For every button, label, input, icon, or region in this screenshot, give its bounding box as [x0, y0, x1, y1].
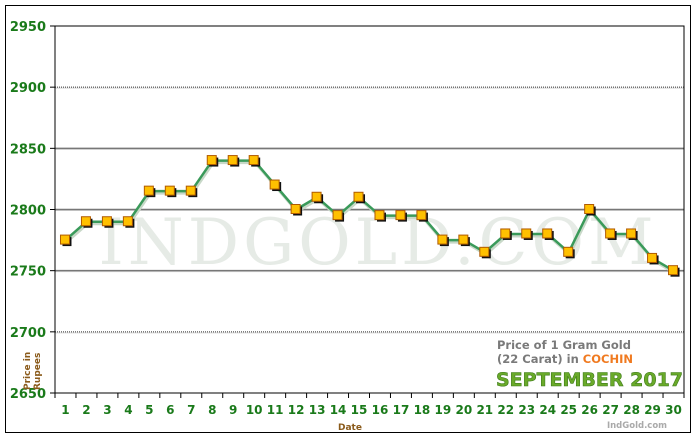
- data-point-marker: 13: 2810: [311, 191, 322, 202]
- x-tick-label: 2: [82, 403, 90, 417]
- data-point-marker: 25: 2765: [563, 246, 574, 257]
- data-point-marker: 24: 2780: [542, 228, 553, 239]
- data-point-marker: 4: 2790: [122, 216, 133, 227]
- data-point-marker: 21: 2765: [479, 246, 490, 257]
- chart-caption: Price of 1 Gram Gold (22 Carat) in COCHI…: [496, 338, 684, 391]
- data-point-marker: 17: 2795: [395, 210, 406, 221]
- x-axis-label: Date: [338, 423, 362, 433]
- data-point-marker: 29: 2760: [647, 252, 658, 263]
- data-point-marker: 8: 2840: [206, 155, 217, 166]
- credit-text: IndGold.com: [607, 421, 667, 431]
- data-point-marker: 28: 2780: [626, 228, 637, 239]
- x-tick-label: 16: [372, 403, 389, 417]
- x-tick-label: 15: [351, 403, 368, 417]
- caption-city: COCHIN: [583, 352, 633, 366]
- x-tick-label: 7: [187, 403, 195, 417]
- caption-month: SEPTEMBER 2017: [496, 369, 683, 391]
- data-point-marker: 9: 2840: [227, 155, 238, 166]
- x-tick-label: 27: [602, 403, 619, 417]
- data-point-marker: 5: 2815: [143, 185, 154, 196]
- data-point-marker: 19: 2775: [437, 234, 448, 245]
- x-tick-label: 3: [103, 403, 111, 417]
- caption-line1: Price of 1 Gram Gold: [497, 338, 631, 352]
- x-tick-label: 13: [309, 403, 326, 417]
- svg-text:Rupees: Rupees: [33, 353, 43, 390]
- x-tick-label: 8: [208, 403, 216, 417]
- data-point-marker: 12: 2800: [290, 204, 301, 214]
- x-tick-label: 9: [229, 403, 237, 417]
- x-tick-label: 25: [560, 403, 577, 417]
- data-point-marker: 14: 2795: [332, 210, 343, 221]
- x-tick-label: 24: [539, 403, 556, 417]
- x-tick-label: 10: [246, 403, 263, 417]
- x-tick-label: 19: [435, 403, 452, 417]
- x-tick-label: 20: [455, 403, 472, 417]
- y-tick-label: 2850: [10, 142, 46, 157]
- data-point-marker: 10: 2840: [248, 155, 259, 166]
- x-tick-label: 14: [330, 403, 347, 417]
- x-tick-label: 26: [581, 403, 598, 417]
- y-axis-ticks: 2650 2700 2750 2800 2850 2900 2950: [10, 20, 55, 402]
- y-tick-label: 2950: [10, 20, 46, 35]
- data-point-marker: 27: 2780: [605, 228, 616, 239]
- data-point-marker: 18: 2795: [416, 210, 427, 221]
- data-point-marker: 22: 2780: [500, 228, 511, 239]
- data-point-marker: 11: 2820: [269, 179, 280, 190]
- x-tick-label: 1: [61, 403, 69, 417]
- x-tick-label: 22: [497, 403, 514, 417]
- x-tick-label: 17: [393, 403, 410, 417]
- data-point-marker: 15: 2810: [353, 191, 364, 202]
- x-tick-label: 29: [644, 403, 661, 417]
- data-point-marker: 3: 2790: [101, 216, 112, 227]
- x-tick-label: 5: [145, 403, 153, 417]
- y-tick-label: 2750: [10, 265, 46, 280]
- x-tick-label: 18: [414, 403, 431, 417]
- x-tick-label: 6: [166, 403, 174, 417]
- y-tick-label: 2900: [10, 81, 46, 96]
- data-point-marker: 26: 2800: [584, 204, 595, 214]
- y-tick-label: 2800: [10, 204, 46, 219]
- data-point-marker: 16: 2795: [374, 210, 385, 221]
- chart-frame: [5, 5, 691, 433]
- x-tick-label: 12: [288, 403, 305, 417]
- y-tick-label: 2650: [10, 387, 46, 402]
- price-series: 1: 2775 2: 2790 3: 2790 4: 2790 5: 2815 6: 28…: [59, 155, 680, 277]
- caption-line2: (22 Carat) in COCHIN: [497, 352, 633, 366]
- data-point-marker: 6: 2815: [164, 185, 175, 196]
- x-tick-label: 4: [124, 403, 132, 417]
- data-point-marker: 20: 2775: [458, 234, 469, 245]
- data-point-marker: 1: 2775: [59, 234, 70, 245]
- y-tick-label: 2700: [10, 326, 46, 341]
- y-axis-label: Price in Rupees: [23, 352, 43, 390]
- x-tick-label: 11: [267, 403, 284, 417]
- x-tick-label: 23: [518, 403, 535, 417]
- x-axis-ticks: 1 2 3 4 5 6 7 8 9 10 11 12 13 14 15 16 17 18 19 20 21 22 23 24 2…: [54, 393, 685, 417]
- svg-text:Price in: Price in: [23, 352, 33, 390]
- data-point-marker: 23: 2780: [521, 228, 532, 239]
- data-point-marker: 2: 2790: [80, 216, 91, 227]
- x-tick-label: 30: [665, 403, 682, 417]
- data-point-marker: 30: 2750: [668, 265, 679, 276]
- data-point-marker: 7: 2815: [185, 185, 196, 196]
- x-tick-label: 28: [623, 403, 640, 417]
- x-tick-label: 21: [476, 403, 493, 417]
